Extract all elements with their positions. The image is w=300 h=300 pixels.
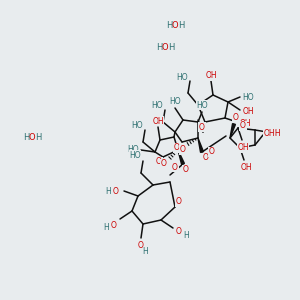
Polygon shape [198, 138, 203, 152]
Text: H: H [23, 134, 29, 142]
Polygon shape [230, 124, 236, 138]
Text: O: O [233, 113, 239, 122]
Text: O: O [138, 242, 144, 250]
Text: O: O [183, 166, 189, 175]
Text: H: H [103, 223, 109, 232]
Text: OH: OH [242, 107, 254, 116]
Text: H: H [35, 134, 41, 142]
Text: O: O [240, 122, 246, 130]
Text: H: H [183, 230, 189, 239]
Text: H: H [166, 20, 172, 29]
Text: O: O [176, 227, 182, 236]
Text: O: O [176, 197, 182, 206]
Text: H: H [105, 187, 111, 196]
Text: OH: OH [205, 71, 217, 80]
Text: HO: HO [131, 121, 143, 130]
Text: O: O [29, 134, 35, 142]
Polygon shape [178, 150, 184, 164]
Text: O: O [174, 143, 180, 152]
Text: HO: HO [128, 146, 139, 154]
Text: HO: HO [152, 100, 163, 109]
Text: OH: OH [263, 128, 275, 137]
Text: HO: HO [196, 100, 208, 109]
Text: O: O [199, 122, 205, 131]
Text: HO: HO [242, 92, 254, 101]
Text: O: O [113, 187, 119, 196]
Text: OH: OH [239, 118, 251, 127]
Text: H: H [178, 20, 184, 29]
Text: OH: OH [237, 143, 249, 152]
Text: OH: OH [152, 116, 164, 125]
Text: O: O [162, 43, 168, 52]
Text: H: H [156, 43, 162, 52]
Text: O: O [203, 154, 209, 163]
Text: H: H [142, 248, 148, 256]
Text: O: O [156, 158, 162, 166]
Text: HO: HO [169, 97, 181, 106]
Text: H: H [168, 43, 174, 52]
Text: O: O [161, 160, 167, 169]
Text: O: O [209, 148, 215, 157]
Text: HO: HO [176, 73, 188, 82]
Text: O: O [111, 220, 117, 230]
Text: OH: OH [240, 164, 252, 172]
Text: O: O [172, 163, 178, 172]
Text: O: O [172, 20, 178, 29]
Text: O: O [180, 146, 186, 154]
Text: HO: HO [129, 151, 141, 160]
Text: OH: OH [269, 128, 281, 137]
